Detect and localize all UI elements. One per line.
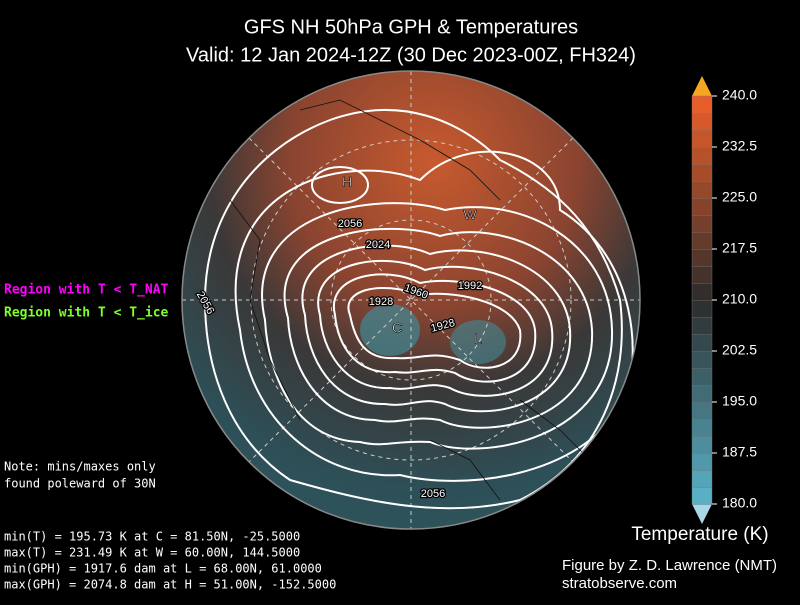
colorbar-segment (691, 180, 713, 199)
stat-line: max(T) = 231.49 K at W = 60.00N, 144.500… (4, 546, 300, 560)
colorbar-tick-label: 210.0 (722, 291, 757, 307)
contour-label: 2056 (421, 488, 445, 500)
colorbar-segment (691, 163, 713, 182)
map-marker: L (474, 331, 482, 347)
colorbar-segment (691, 231, 713, 250)
colorbar-tick-label: 187.5 (722, 444, 757, 460)
legend-nat: Region with T < T_NAT (4, 283, 169, 298)
colorbar-tick-label: 240.0 (722, 87, 757, 103)
stat-line: min(T) = 195.73 K at C = 81.50N, -25.500… (4, 530, 300, 544)
colorbar-segment (691, 452, 713, 471)
map (181, 70, 641, 530)
colorbar-segment (691, 248, 713, 267)
map-marker: H (342, 174, 352, 190)
legend-ice: Region with T < T_ice (4, 306, 169, 321)
contour-label: 2056 (338, 218, 362, 230)
colorbar-segment (691, 367, 713, 386)
colorbar-tick-label: 232.5 (722, 138, 757, 154)
map-marker: W (463, 207, 477, 223)
colorbar-label: Temperature (K) (631, 524, 768, 545)
map-layers (182, 71, 640, 529)
credit: Figure by Z. D. Lawrence (NMT) (562, 557, 777, 574)
colorbar-segment (691, 316, 713, 335)
colorbar-segment (691, 282, 713, 301)
colorbar-segment (691, 95, 713, 114)
colorbar-segment (691, 214, 713, 233)
colorbar (691, 76, 717, 524)
colorbar-segment (691, 469, 713, 488)
colorbar-extend-top (692, 76, 712, 96)
colorbar-tick-label: 217.5 (722, 240, 757, 256)
contour-label: 1992 (458, 280, 482, 292)
stat-line: min(GPH) = 1917.6 dam at L = 68.00N, 61.… (4, 562, 322, 576)
map-border (181, 70, 641, 530)
colorbar-tick-label: 225.0 (722, 189, 757, 205)
colorbar-segment (691, 299, 713, 318)
credit: stratobserve.com (562, 575, 677, 592)
colorbar-segment (691, 112, 713, 131)
colorbar-segment (691, 418, 713, 437)
colorbar-segment (691, 401, 713, 420)
contour-label: 1928 (369, 296, 393, 308)
colorbar-segment (691, 384, 713, 403)
contour-label: 2024 (366, 239, 390, 251)
colorbar-segment (691, 350, 713, 369)
colorbar-segment (691, 486, 713, 505)
colorbar-tick-label: 195.0 (722, 393, 757, 409)
colorbar-tick-label: 180.0 (722, 495, 757, 511)
coastlines (229, 99, 601, 501)
colorbar-tick-label: 202.5 (722, 342, 757, 358)
colorbar-segment (691, 265, 713, 284)
subtitle: Valid: 12 Jan 2024-12Z (30 Dec 2023-00Z,… (186, 44, 636, 66)
graticule (182, 71, 640, 529)
colorbar-segment (691, 333, 713, 352)
stat-line: max(GPH) = 2074.8 dam at H = 51.00N, -15… (4, 578, 336, 592)
colorbar-extend-bottom (692, 504, 712, 524)
note-line: Note: mins/maxes only (4, 460, 156, 474)
note-line: found poleward of 30N (4, 477, 156, 491)
colorbar-segment (691, 435, 713, 454)
cold-core (360, 304, 420, 356)
title: GFS NH 50hPa GPH & Temperatures (244, 16, 578, 38)
colorbar-segment (691, 129, 713, 148)
contours (203, 109, 634, 510)
colorbar-segment (691, 197, 713, 216)
map-marker: C (392, 320, 402, 336)
colorbar-segment (691, 146, 713, 165)
